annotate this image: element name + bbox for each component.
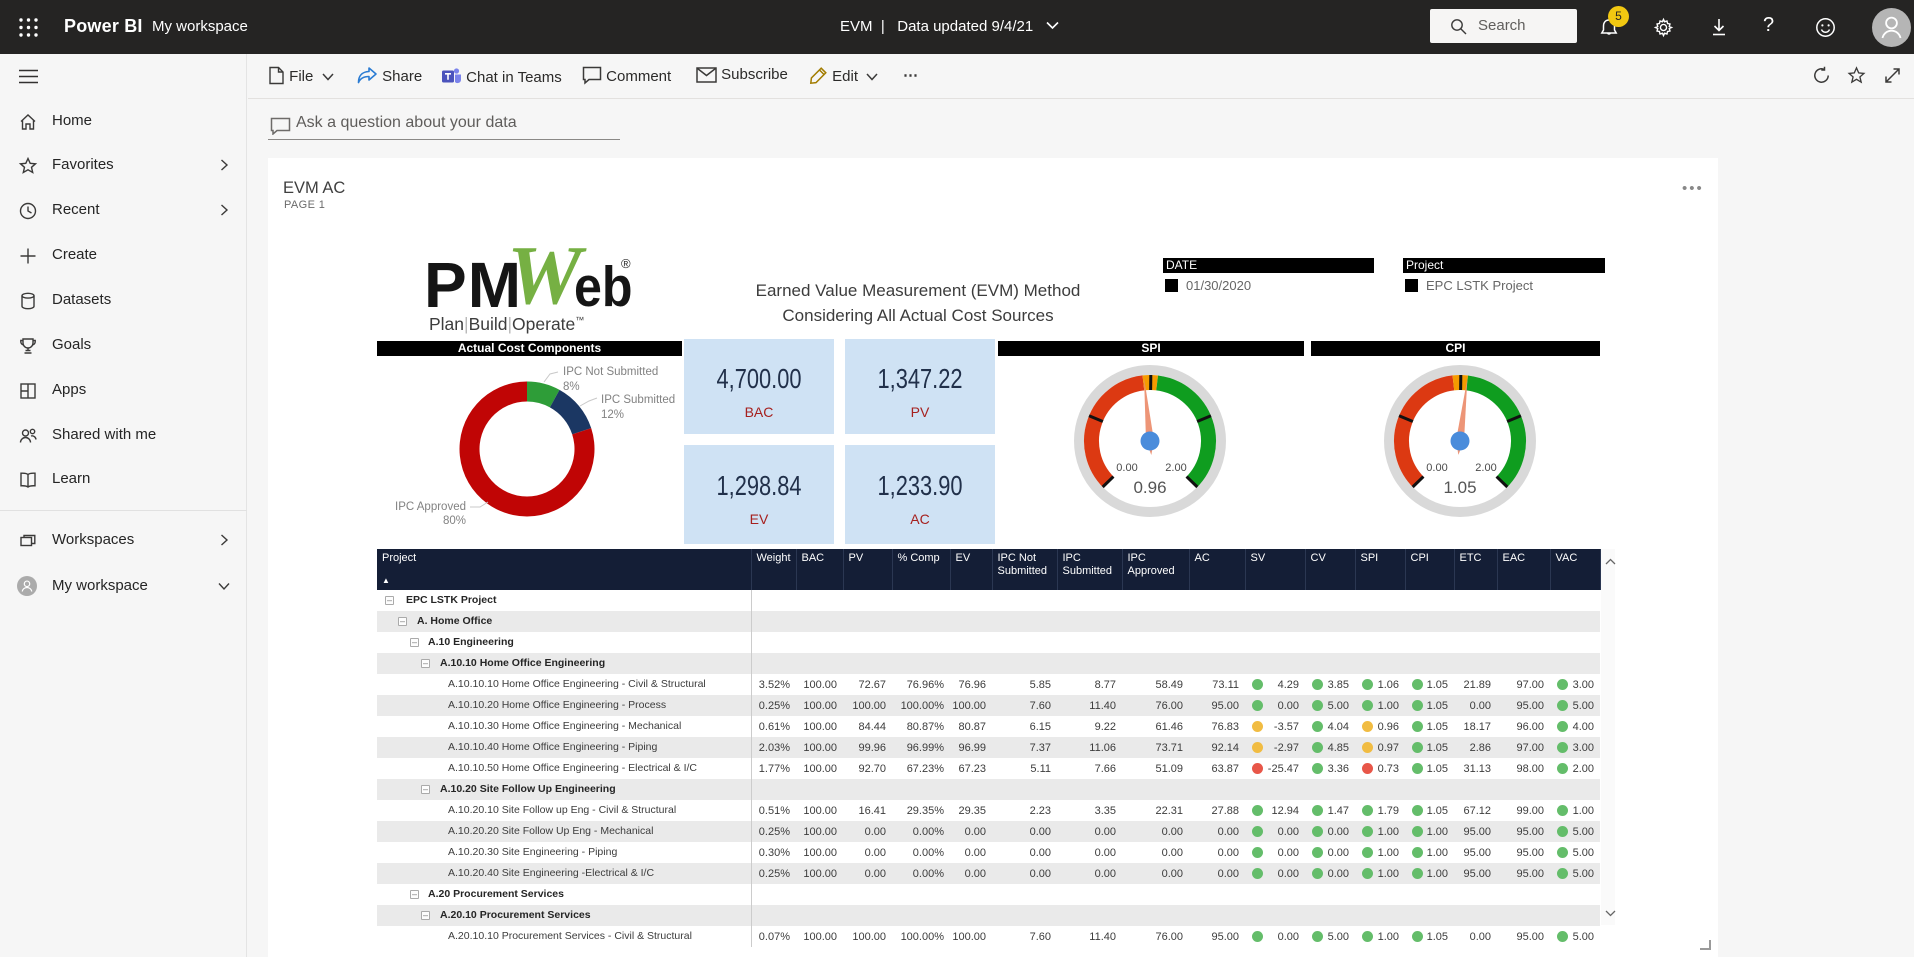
- svg-text:1.05: 1.05: [1443, 478, 1476, 497]
- svg-text:2.00: 2.00: [1165, 462, 1186, 474]
- svg-text:IPC Submitted: IPC Submitted: [601, 394, 675, 406]
- svg-text:IPC Approved: IPC Approved: [395, 501, 466, 513]
- svg-text:80%: 80%: [443, 515, 466, 527]
- svg-text:12%: 12%: [601, 409, 624, 421]
- svg-text:IPC Not Submitted: IPC Not Submitted: [563, 366, 658, 378]
- svg-text:0.96: 0.96: [1133, 478, 1166, 497]
- svg-text:2.00: 2.00: [1475, 462, 1496, 474]
- svg-text:0.00: 0.00: [1426, 462, 1447, 474]
- svg-text:8%: 8%: [563, 381, 580, 393]
- svg-text:0.00: 0.00: [1116, 462, 1137, 474]
